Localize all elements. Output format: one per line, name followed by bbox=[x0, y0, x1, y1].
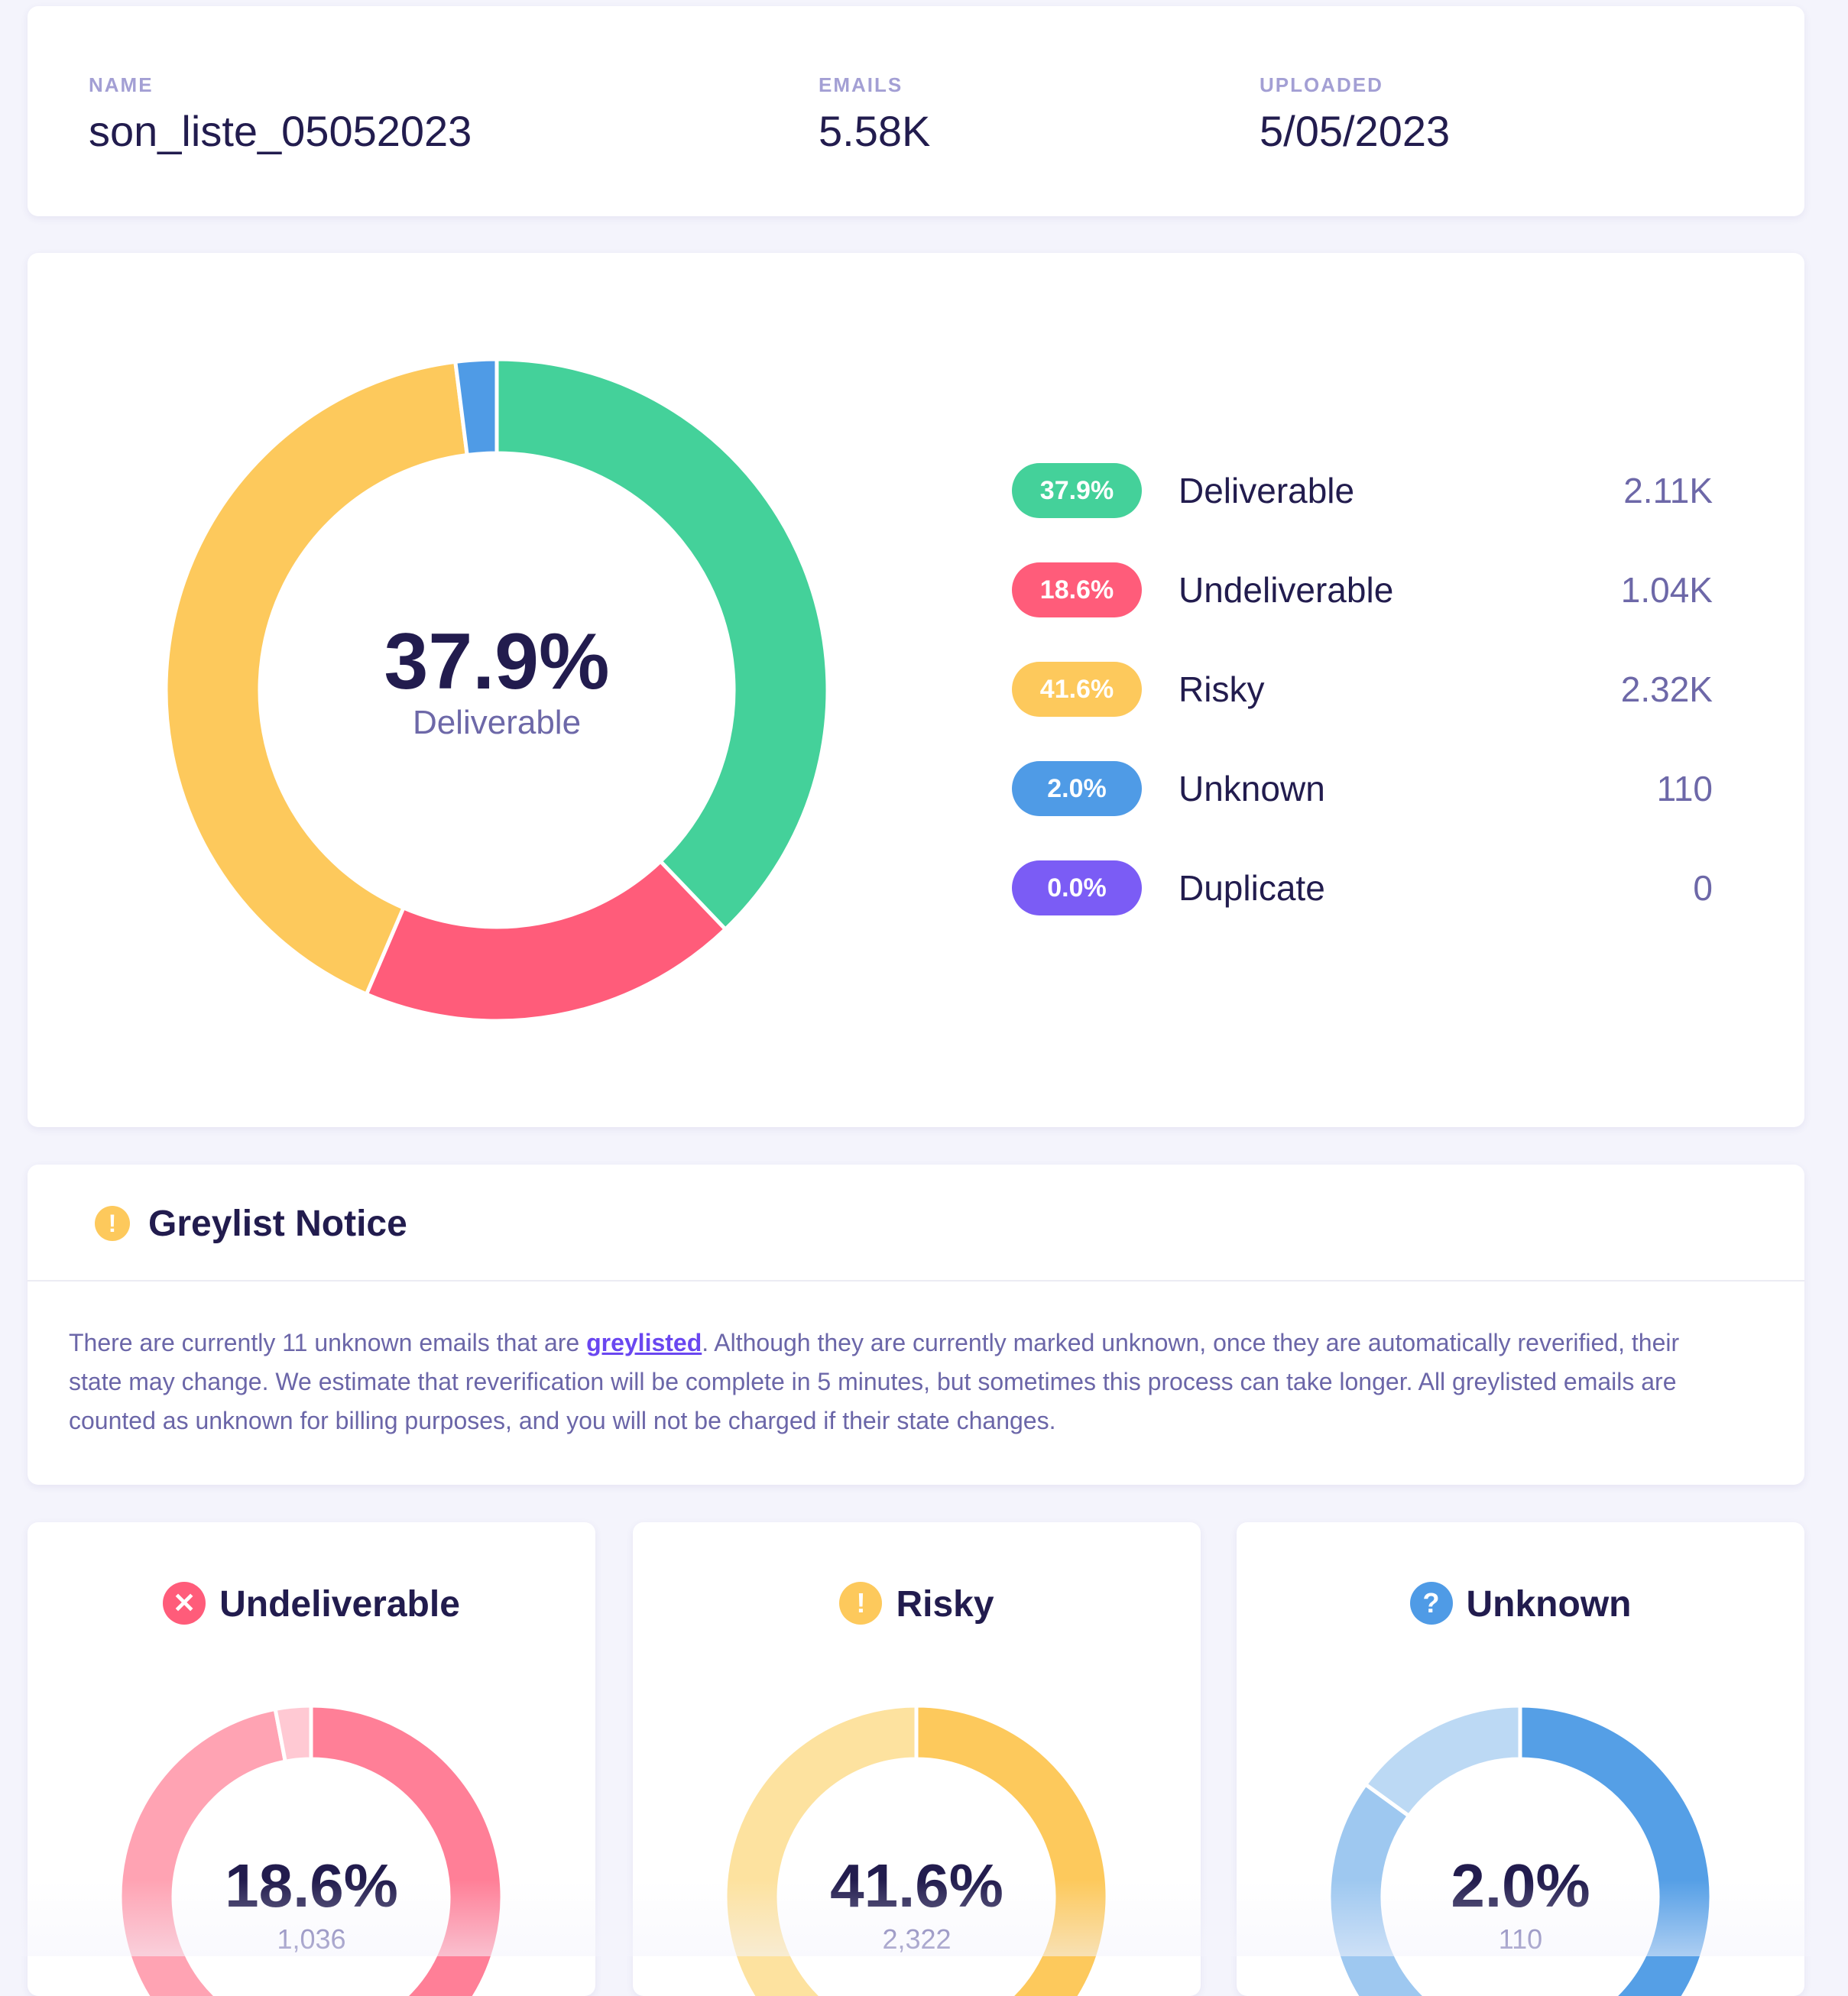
emails-value: 5.58K bbox=[819, 107, 931, 155]
greylisted-link[interactable]: greylisted bbox=[586, 1329, 702, 1356]
legend-value: 0 bbox=[1693, 868, 1713, 908]
summary-segment-deliverable bbox=[494, 357, 830, 932]
legend-label: Undeliverable bbox=[1179, 570, 1394, 610]
center-percent: 37.9% bbox=[384, 617, 610, 706]
uploaded-value: 5/05/2023 bbox=[1260, 107, 1451, 155]
legend-label: Deliverable bbox=[1179, 471, 1355, 510]
center-label: Deliverable bbox=[412, 704, 582, 741]
breakdown-title: ? Unknown bbox=[1237, 1582, 1804, 1625]
legend-value: 2.11K bbox=[1623, 471, 1713, 510]
uploaded-field: UPLOADED 5/05/2023 bbox=[1260, 73, 1450, 156]
legend-label: Duplicate bbox=[1179, 868, 1325, 908]
exclamation-icon: ! bbox=[839, 1582, 883, 1625]
summary-segment-risky bbox=[164, 359, 469, 997]
exclamation-icon: ! bbox=[95, 1206, 130, 1241]
name-value: son_liste_05052023 bbox=[89, 107, 472, 155]
summary-segment-undeliverable bbox=[364, 858, 728, 1023]
percent-badge: 18.6% bbox=[1012, 562, 1142, 617]
summary-donut-chart bbox=[164, 357, 830, 1023]
breakdown-title-text: Risky bbox=[896, 1584, 994, 1625]
legend-value: 2.32K bbox=[1620, 669, 1713, 709]
breakdown-title: ! Risky bbox=[633, 1582, 1201, 1625]
legend-row-deliverable: 37.9% Deliverable 2.11K bbox=[1012, 463, 1713, 518]
bottom-fade bbox=[0, 1880, 1848, 1956]
breakdown-unknown-segment-2 bbox=[1363, 1703, 1522, 1819]
text-part: There are currently 11 unknown emails th… bbox=[69, 1329, 587, 1356]
question-icon: ? bbox=[1409, 1582, 1453, 1625]
list-info-card: NAME son_liste_05052023 EMAILS 5.58K UPL… bbox=[28, 6, 1804, 216]
name-label: NAME bbox=[89, 73, 154, 96]
percent-badge: 37.9% bbox=[1012, 463, 1142, 518]
breakdown-title-text: Unknown bbox=[1466, 1584, 1632, 1625]
legend-value: 1.04K bbox=[1620, 570, 1713, 610]
legend-label: Risky bbox=[1179, 669, 1265, 709]
legend-row-duplicate: 0.0% Duplicate 0 bbox=[1012, 860, 1713, 915]
breakdown-title-text: Undeliverable bbox=[219, 1584, 460, 1625]
percent-badge: 41.6% bbox=[1012, 662, 1142, 717]
text-part: . Although they are currently marked unk… bbox=[69, 1329, 1680, 1434]
emails-label: EMAILS bbox=[819, 73, 903, 96]
breakdown-undeliverable-segment-2 bbox=[273, 1703, 313, 1764]
legend-label: Unknown bbox=[1179, 769, 1325, 808]
summary-card: 37.9% Deliverable 37.9% Deliverable 2.11… bbox=[28, 253, 1804, 1127]
name-field: NAME son_liste_05052023 bbox=[89, 73, 472, 156]
x-circle-icon: ✕ bbox=[163, 1582, 206, 1625]
legend-row-risky: 41.6% Risky 2.32K bbox=[1012, 662, 1713, 717]
percent-badge: 2.0% bbox=[1012, 761, 1142, 816]
greylist-title: Greylist Notice bbox=[148, 1204, 407, 1244]
greylist-header: ! Greylist Notice bbox=[28, 1165, 1804, 1282]
breakdown-title: ✕ Undeliverable bbox=[28, 1582, 595, 1625]
greylist-text: There are currently 11 unknown emails th… bbox=[69, 1324, 1736, 1440]
legend-value: 110 bbox=[1656, 769, 1713, 808]
uploaded-label: UPLOADED bbox=[1260, 73, 1383, 96]
emails-field: EMAILS 5.58K bbox=[819, 73, 930, 156]
percent-badge: 0.0% bbox=[1012, 860, 1142, 915]
greylist-notice-card: ! Greylist Notice There are currently 11… bbox=[28, 1165, 1804, 1485]
legend-row-undeliverable: 18.6% Undeliverable 1.04K bbox=[1012, 562, 1713, 617]
summary-segment-unknown bbox=[452, 357, 499, 458]
legend-row-unknown: 2.0% Unknown 110 bbox=[1012, 761, 1713, 816]
donut-center: 37.9% Deliverable bbox=[306, 620, 688, 742]
